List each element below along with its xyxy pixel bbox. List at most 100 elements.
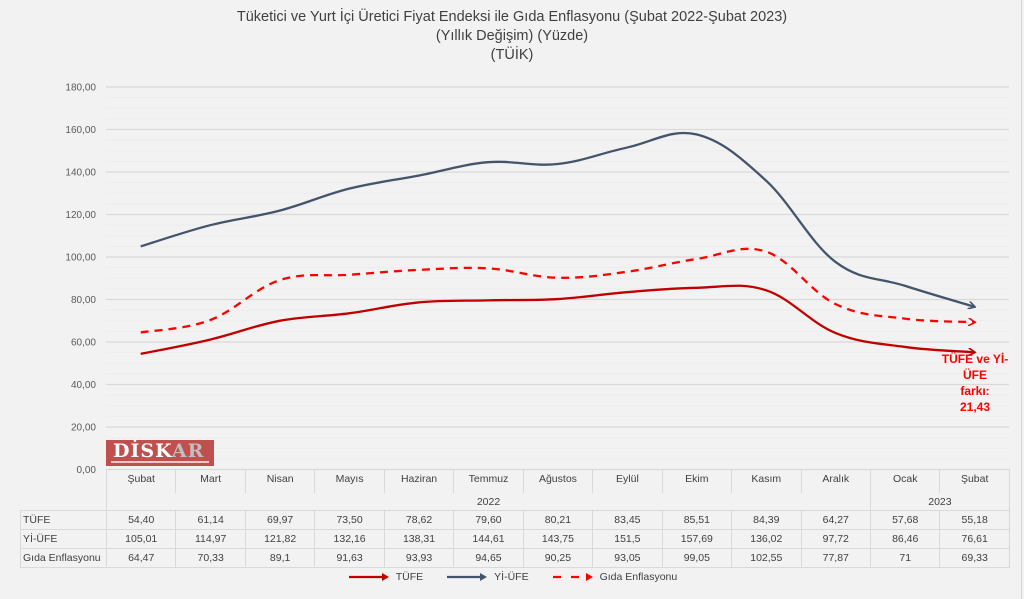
table-cell: 73,50	[314, 510, 385, 530]
legend-item: Gıda Enflasyonu	[551, 571, 678, 583]
legend-label: TÜFE	[395, 571, 424, 583]
y-tick-label: 100,00	[65, 253, 96, 264]
y-tick-label: 60,00	[71, 338, 96, 349]
difference-annotation: TÜFE ve Yİ-ÜFE farkı: 21,43	[930, 351, 1020, 415]
table-cell: 99,05	[661, 548, 733, 568]
table-cell: 157,69	[661, 529, 733, 549]
series-line-gida-enflasyonu	[140, 247, 975, 334]
y-axis-ticks: 0,00 20,00 40,00 60,00 80,00 100,00 120,00 140,…	[65, 83, 96, 477]
table-cell: 151,5	[592, 529, 663, 549]
data-table: Şubat Mart Nisan Mayıs Haziran Temmuz Ağustos E…	[20, 469, 1010, 568]
chart-title-block: Tüketici ve Yurt İçi Üretici Fiyat Endek…	[0, 8, 1024, 65]
series-line-tufe	[140, 284, 975, 354]
y-tick-label: 80,00	[71, 295, 96, 306]
table-month-header: Aralık	[800, 469, 871, 493]
table-month-header: Şubat	[939, 469, 1010, 493]
table-cell: 78,62	[383, 510, 455, 530]
y-tick-label: 180,00	[65, 83, 96, 94]
table-cell: 55,18	[939, 510, 1010, 530]
table-cell: 93,05	[592, 548, 663, 568]
table-row-label: Yİ-ÜFE	[20, 529, 107, 549]
logo-subtitle-strip	[111, 461, 209, 463]
data-point	[695, 258, 697, 260]
legend-swatch-arrow-icon	[447, 573, 488, 581]
data-point	[418, 269, 420, 271]
legend-item: TÜFE	[347, 571, 423, 583]
table-cell: 102,55	[731, 548, 802, 568]
table-cell: 79,60	[453, 510, 524, 530]
table-cell: 138,31	[383, 529, 455, 549]
diskar-logo: DİSKAR	[106, 440, 214, 466]
y-tick-label: 0,00	[77, 465, 97, 476]
series-layer	[140, 131, 976, 355]
logo-main-text: DİSK	[113, 440, 172, 462]
annotation-line-2: farkı:	[960, 384, 990, 398]
legend-swatch-arrow-icon	[348, 573, 389, 581]
table-cell: 90,25	[522, 548, 594, 568]
chart-source: (TÜİK)	[490, 47, 534, 63]
data-point	[626, 271, 628, 273]
table-cell: 64,47	[105, 548, 177, 568]
table-cell: 76,61	[939, 529, 1010, 549]
table-cell: 105,01	[105, 529, 177, 549]
table-cell: 143,75	[522, 529, 594, 549]
table-cell: 54,40	[105, 510, 177, 530]
grid-layer	[106, 86, 1009, 471]
table-cell: 86,46	[869, 529, 941, 549]
data-point	[765, 251, 767, 253]
table-cell: 97,72	[800, 529, 871, 549]
table-cell: 84,39	[731, 510, 802, 530]
table-month-header: Ocak	[869, 469, 941, 493]
table-row: TÜFE 54,40 61,14 69,97 73,50 78,62 79,60 80,21 8…	[20, 510, 1010, 530]
table-cell: 93,93	[383, 548, 455, 568]
annotation-line-1: TÜFE ve Yİ-ÜFE	[941, 352, 1009, 382]
table-month-header: Temmuz	[453, 469, 524, 493]
table-cell: 94,65	[453, 548, 524, 568]
y-tick-label: 20,00	[71, 423, 96, 434]
y-tick-label: 160,00	[65, 125, 96, 136]
legend-item: Yİ-ÜFE	[445, 571, 529, 583]
table-cell: 121,82	[244, 529, 316, 549]
table-cell: 91,63	[314, 548, 385, 568]
legend-label: Gıda Enflasyonu	[599, 571, 678, 583]
table-year-header: 2023	[869, 493, 1010, 511]
table-row: Yİ-ÜFE 105,01 114,97 121,82 132,16 138,31 144,…	[20, 529, 1010, 549]
table-cell: 85,51	[661, 510, 733, 530]
table-cell: 83,45	[592, 510, 663, 530]
table-cell: 61,14	[175, 510, 246, 530]
legend-swatch-arrow-icon	[552, 573, 593, 581]
table-month-header: Haziran	[383, 469, 455, 493]
logo-accent-text: AR	[171, 440, 205, 462]
table-year-header: 2022	[106, 493, 871, 511]
table-cell: 77,87	[800, 548, 871, 568]
table-cell: 70,33	[175, 548, 246, 568]
table-cell: 69,33	[939, 548, 1010, 568]
table-month-header: Kasım	[731, 469, 802, 493]
y-tick-label: 40,00	[71, 380, 96, 391]
data-point	[279, 279, 281, 281]
table-cell: 89,1	[244, 548, 316, 568]
table-row-label: Gıda Enflasyonu	[20, 548, 107, 568]
annotation-line-3: 21,43	[959, 400, 991, 414]
table-cell: 114,97	[175, 529, 246, 549]
table-cell: 132,16	[314, 529, 385, 549]
table-month-header: Eylül	[592, 469, 663, 493]
table-month-header: Ağustos	[522, 469, 594, 493]
chart-title: Tüketici ve Yurt İçi Üretici Fiyat Endek…	[236, 9, 788, 25]
y-tick-label: 120,00	[65, 210, 96, 221]
table-cell: 80,21	[522, 510, 594, 530]
table-month-header: Mayıs	[314, 469, 385, 493]
table-month-header: Şubat	[105, 469, 177, 493]
table-row-label: TÜFE	[20, 510, 107, 530]
chart-subtitle: (Yıllık Değişim) (Yüzde)	[435, 28, 589, 44]
table-month-header: Ekim	[661, 469, 733, 493]
table-month-header: Mart	[175, 469, 246, 493]
series-line-yi-ufe	[140, 131, 975, 307]
legend-label: Yİ-ÜFE	[494, 571, 529, 583]
chart-legend: TÜFE Yİ-ÜFE Gıda Enflasyonu	[0, 571, 1024, 583]
table-cell: 71	[869, 548, 941, 568]
data-point	[348, 274, 350, 276]
table-cell: 136,02	[731, 529, 802, 549]
y-tick-label: 140,00	[65, 168, 96, 179]
